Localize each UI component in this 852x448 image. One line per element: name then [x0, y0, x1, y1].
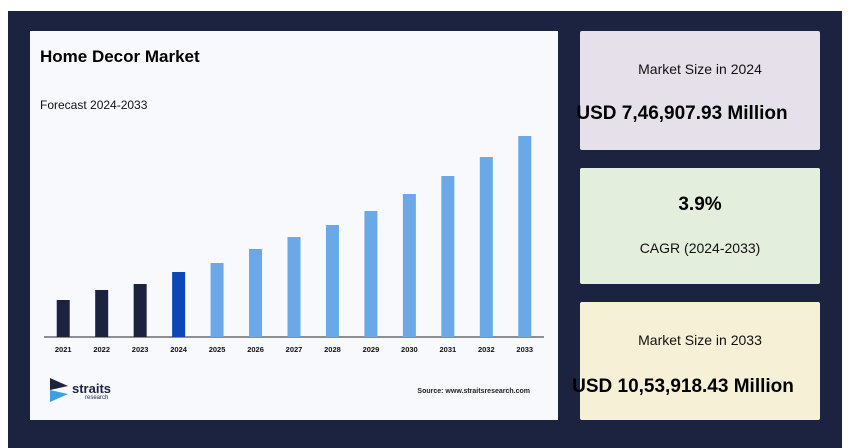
- cagr-card: 3.9% CAGR (2024-2033): [580, 168, 820, 284]
- bar-2027: [287, 237, 301, 337]
- cagr-value: 3.9%: [678, 194, 722, 215]
- x-tick-label-2021: 2021: [55, 345, 72, 354]
- x-tick-label-2023: 2023: [132, 345, 149, 354]
- bar-chart: 2021 2022 2023 2024 2025 2026 2027 2028 2029 2030…: [44, 136, 544, 354]
- bar-2021: [56, 300, 70, 337]
- x-tick-label-2028: 2028: [324, 345, 341, 354]
- bar-2030: [402, 194, 416, 337]
- market-size-2033-value: USD 10,53,918.43 Million: [572, 376, 794, 397]
- x-tick-label-2033: 2033: [516, 345, 533, 354]
- cagr-label: CAGR (2024-2033): [639, 240, 761, 256]
- logo-name: straits: [72, 381, 112, 396]
- source-note: Source: www.straitsresearch.com: [417, 388, 530, 395]
- bar-2023: [133, 284, 147, 337]
- x-tick-label-2025: 2025: [209, 345, 226, 354]
- market-size-2033-card: Market Size in 2033 USD 10,53,918.43 Mil…: [572, 302, 820, 420]
- bar-2033: [518, 136, 532, 337]
- market-size-2024-card: Market Size in 2024 USD 7,46,907.93 Mill…: [576, 31, 820, 150]
- bar-2031: [441, 176, 455, 337]
- bar-2022: [95, 290, 109, 337]
- x-tick-label-2026: 2026: [247, 345, 264, 354]
- bar-2032: [479, 157, 493, 337]
- chart-title: Home Decor Market: [40, 47, 200, 66]
- x-tick-label-2022: 2022: [93, 345, 110, 354]
- chart-card: Home Decor Market Forecast 2024-2033 202…: [30, 31, 558, 420]
- x-tick-label-2032: 2032: [478, 345, 495, 354]
- chart-subtitle: Forecast 2024-2033: [40, 98, 148, 112]
- bar-2025: [210, 263, 224, 337]
- x-tick-label-2027: 2027: [286, 345, 303, 354]
- bar-2024: [172, 272, 186, 337]
- x-tick-label-2030: 2030: [401, 345, 418, 354]
- bar-2029: [364, 211, 378, 337]
- market-size-2024-label: Market Size in 2024: [638, 61, 762, 77]
- logo-tagline: research: [85, 395, 109, 401]
- market-size-2024-value: USD 7,46,907.93 Million: [576, 103, 788, 124]
- bar-2028: [325, 225, 339, 337]
- bar-2026: [249, 249, 263, 337]
- x-tick-label-2024: 2024: [170, 345, 188, 354]
- straits-logo-icon: [50, 378, 68, 402]
- x-tick-label-2031: 2031: [440, 345, 457, 354]
- x-tick-label-2029: 2029: [363, 345, 380, 354]
- market-size-2033-label: Market Size in 2033: [638, 332, 762, 348]
